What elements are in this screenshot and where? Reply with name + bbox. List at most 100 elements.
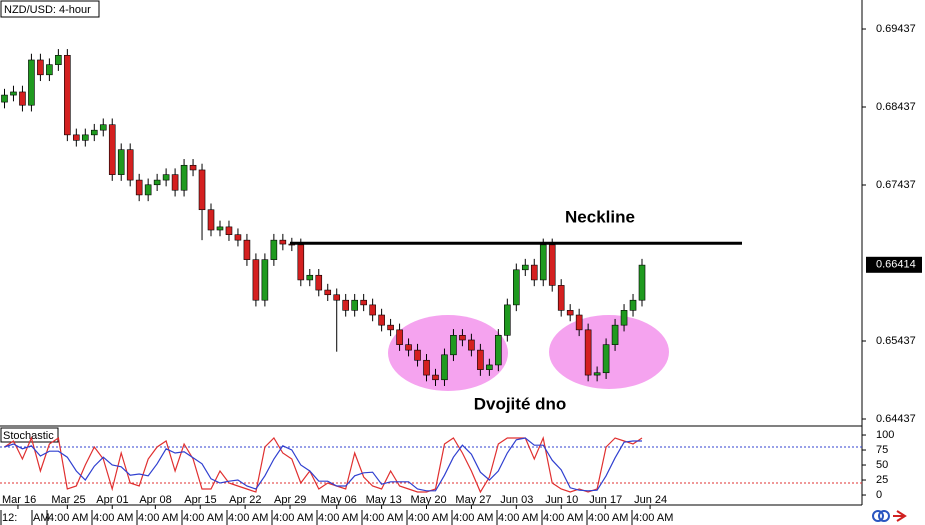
candle-body [261, 259, 269, 301]
candle-body [486, 364, 493, 370]
y-tick-label: 0 [876, 489, 882, 501]
candle-body [117, 149, 125, 175]
candle-body [19, 91, 26, 106]
time-label: 4:00 AM [543, 512, 583, 524]
time-label: 12: [2, 512, 17, 524]
candle-body [216, 226, 224, 231]
candle-body [279, 239, 287, 245]
candle-body [225, 226, 233, 235]
candle-body [342, 299, 349, 311]
time-label: 4:00 AM [588, 512, 628, 524]
x-tick-label: Mar 16 [2, 494, 36, 506]
candle-body [171, 174, 179, 191]
candle-body [198, 169, 206, 211]
y-tick-label: 50 [876, 459, 888, 471]
candle-body [351, 299, 358, 311]
candle-body [108, 124, 116, 175]
icon[interactable] [872, 510, 884, 522]
candle-body [82, 134, 89, 141]
y-tick-label: 0.69437 [876, 23, 916, 35]
time-label: 4:00 AM [498, 512, 538, 524]
candle-body [423, 359, 430, 376]
annotation: Dvojité dno [474, 394, 567, 413]
candle-body [126, 149, 134, 181]
candle-body [153, 179, 161, 186]
candle-body [575, 314, 583, 331]
y-tick-label: 0.68437 [876, 101, 916, 113]
x-tick-label: May 13 [366, 494, 402, 506]
candle-body [593, 372, 601, 376]
icon[interactable] [878, 510, 890, 522]
candle-body [360, 299, 367, 306]
x-tick-label: May 27 [455, 494, 491, 506]
candle-body [611, 324, 619, 345]
time-label: 4:00 AM [318, 512, 358, 524]
last-price-box [866, 256, 922, 273]
candle-body [207, 209, 215, 231]
time-label: 4:00 AM [93, 512, 133, 524]
indicator-title: Stochastic [3, 430, 54, 442]
candle-body [162, 174, 170, 181]
time-label: 4:00 AM [633, 512, 673, 524]
candle-body [387, 324, 394, 331]
candle-body [539, 244, 547, 281]
candle-body [64, 54, 71, 136]
time-label: 4:00 AM [138, 512, 178, 524]
time-label: 4:00 AM [228, 512, 268, 524]
time-label: 4:00 AM [453, 512, 493, 524]
candle-body [557, 285, 565, 311]
x-tick-label: Apr 08 [139, 494, 171, 506]
candle-body [180, 164, 188, 191]
icon[interactable] [893, 510, 907, 522]
y-tick-label: 0.65437 [876, 335, 916, 347]
y-tick-label: 0.64437 [876, 413, 916, 425]
candle-body [584, 329, 592, 376]
candle-body [73, 134, 80, 141]
candle-body [414, 349, 421, 361]
candle-body [620, 310, 628, 326]
candle-body [315, 274, 323, 291]
candle-body [513, 269, 520, 306]
nav-icons[interactable] [872, 510, 907, 522]
x-tick-label: Apr 22 [229, 494, 261, 506]
candle-body [243, 239, 251, 260]
y-tick-label: 25 [876, 474, 888, 486]
time-label: 4:00 AM [183, 512, 223, 524]
candle-body [432, 374, 439, 381]
candle-body [450, 335, 457, 356]
last-price-label: 0.66414 [876, 259, 916, 271]
candle-body [521, 264, 529, 271]
candle-body [441, 354, 448, 381]
candle-body [629, 299, 637, 311]
x-tick-label: Jun 24 [634, 494, 667, 506]
title-box [0, 0, 100, 18]
candle-body [90, 129, 98, 136]
time-label: 4:00 AM [273, 512, 313, 524]
time-label: 4:00 AM [363, 512, 403, 524]
x-tick-label: Jun 17 [589, 494, 622, 506]
candle-body [1, 94, 8, 103]
y-tick-label: 75 [876, 444, 888, 456]
y-tick-label: 0.67437 [876, 179, 916, 191]
annotation: Neckline [565, 207, 635, 226]
chart-title: NZD/USD: 4-hour [4, 4, 91, 16]
candle-body [324, 289, 332, 296]
stoch-line [4, 435, 643, 494]
candle-body [566, 310, 574, 316]
time-label: 4:00 AM [48, 512, 88, 524]
y-tick-label: 100 [876, 429, 894, 441]
candle-body [10, 91, 17, 96]
x-tick-label: Apr 29 [274, 494, 306, 506]
candle-body [297, 244, 305, 281]
candle-body [135, 179, 143, 196]
candle-body [468, 339, 475, 351]
candle-body [306, 274, 314, 281]
candle-body [144, 184, 152, 196]
candle-body [530, 264, 538, 281]
candle-body [504, 304, 511, 336]
candle-body [28, 59, 35, 106]
time-label: 4:00 AM [408, 512, 448, 524]
x-tick-label: Jun 03 [500, 494, 533, 506]
